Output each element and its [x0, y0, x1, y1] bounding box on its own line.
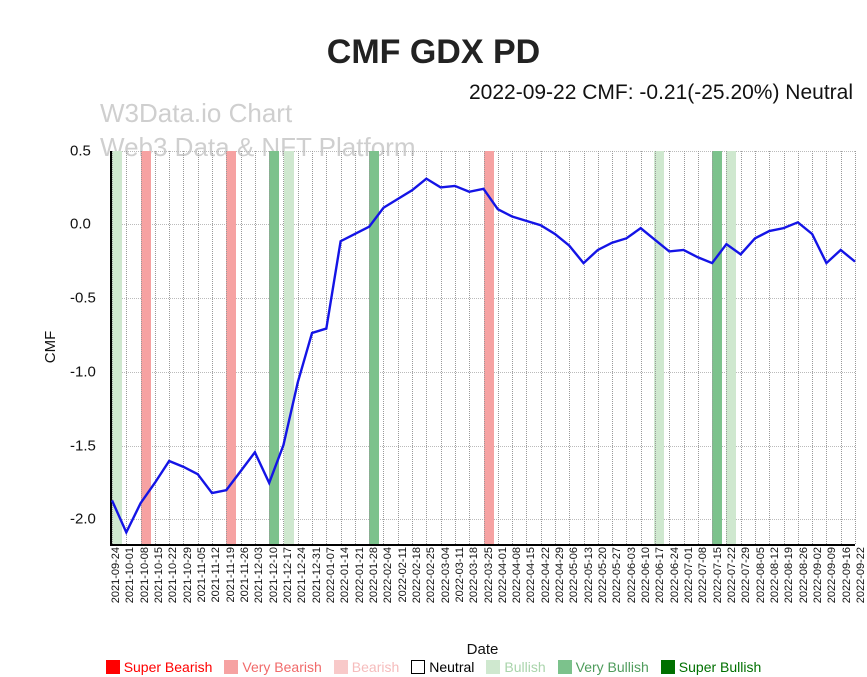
- x-tick-2022-08-26: 2022-08-26: [798, 547, 810, 603]
- x-tick-2021-09-24: 2021-09-24: [110, 547, 122, 603]
- x-tick-2022-09-16: 2022-09-16: [841, 547, 853, 603]
- x-tick-2021-12-10: 2021-12-10: [268, 547, 280, 603]
- y-tick-3: -1.0: [70, 363, 96, 380]
- x-tick-2021-11-05: 2021-11-05: [196, 547, 208, 602]
- x-tick-2022-08-12: 2022-08-12: [769, 547, 781, 603]
- x-tick-2022-09-02: 2022-09-02: [812, 547, 824, 603]
- legend-item-super-bearish: Super Bearish: [106, 659, 213, 675]
- plot-area: 0.5 0.0 -0.5 -1.0 -1.5 -2.0 CMF: [110, 151, 855, 546]
- legend-label-bullish: Bullish: [504, 659, 545, 675]
- x-tick-2022-03-25: 2022-03-25: [483, 547, 495, 603]
- legend-swatch-super-bearish: [106, 660, 120, 674]
- x-tick-2022-06-24: 2022-06-24: [669, 547, 681, 603]
- x-tick-2022-08-05: 2022-08-05: [755, 547, 767, 603]
- legend-item-very-bullish: Very Bullish: [558, 659, 649, 675]
- legend-label-super-bearish: Super Bearish: [124, 659, 213, 675]
- legend-item-bearish: Bearish: [334, 659, 399, 675]
- x-tick-2021-12-03: 2021-12-03: [253, 547, 265, 603]
- x-axis-labels: 2021-09-24 2021-10-01 2021-10-08 2021-10-15…: [110, 547, 855, 642]
- legend-label-very-bullish: Very Bullish: [576, 659, 649, 675]
- x-tick-2022-03-04: 2022-03-04: [440, 547, 452, 603]
- y-tick-5: -2.0: [70, 511, 96, 528]
- gridline-2022-09-22: [855, 151, 856, 544]
- x-tick-2022-06-17: 2022-06-17: [654, 547, 666, 603]
- x-tick-2022-05-06: 2022-05-06: [568, 547, 580, 603]
- x-tick-2022-07-29: 2022-07-29: [740, 547, 752, 603]
- legend-label-very-bearish: Very Bearish: [242, 659, 321, 675]
- x-tick-2021-12-24: 2021-12-24: [296, 547, 308, 603]
- x-tick-2021-12-31: 2021-12-31: [311, 547, 323, 603]
- y-tick-0: 0.5: [70, 142, 91, 159]
- x-tick-2021-12-17: 2021-12-17: [282, 547, 294, 603]
- latest-value-annotation: 2022-09-22 CMF: -0.21(-25.20%) Neutral: [469, 81, 853, 105]
- x-tick-2022-02-25: 2022-02-25: [425, 547, 437, 603]
- x-tick-2022-09-09: 2022-09-09: [826, 547, 838, 603]
- x-tick-2021-11-12: 2021-11-12: [210, 547, 222, 602]
- x-tick-2022-06-10: 2022-06-10: [640, 547, 652, 603]
- x-tick-2022-05-27: 2022-05-27: [611, 547, 623, 603]
- x-tick-2022-04-22: 2022-04-22: [540, 547, 552, 603]
- y-tick-4: -1.5: [70, 437, 96, 454]
- x-tick-2021-10-01: 2021-10-01: [124, 547, 136, 603]
- x-tick-2022-07-22: 2022-07-22: [726, 547, 738, 603]
- y-tick-2: -0.5: [70, 290, 96, 307]
- x-tick-2022-05-20: 2022-05-20: [597, 547, 609, 603]
- x-tick-2022-01-07: 2022-01-07: [325, 547, 337, 603]
- cmf-line-series: [112, 151, 855, 544]
- x-tick-2021-10-22: 2021-10-22: [167, 547, 179, 603]
- x-tick-2022-08-19: 2022-08-19: [783, 547, 795, 603]
- legend-item-neutral: Neutral: [411, 659, 474, 675]
- x-tick-2022-04-08: 2022-04-08: [511, 547, 523, 603]
- legend-item-very-bearish: Very Bearish: [224, 659, 321, 675]
- legend-swatch-very-bearish: [224, 660, 238, 674]
- x-tick-2021-11-19: 2021-11-19: [225, 547, 237, 602]
- x-tick-2022-04-29: 2022-04-29: [554, 547, 566, 603]
- legend-label-neutral: Neutral: [429, 659, 474, 675]
- legend-swatch-very-bullish: [558, 660, 572, 674]
- legend-swatch-bullish: [486, 660, 500, 674]
- x-tick-2022-06-03: 2022-06-03: [626, 547, 638, 603]
- x-tick-2021-10-15: 2021-10-15: [153, 547, 165, 603]
- legend-item-super-bullish: Super Bullish: [661, 659, 762, 675]
- x-tick-2022-01-28: 2022-01-28: [368, 547, 380, 603]
- x-tick-2022-01-21: 2022-01-21: [354, 547, 366, 603]
- x-tick-2022-07-01: 2022-07-01: [683, 547, 695, 603]
- chart-title: CMF GDX PD: [0, 23, 867, 72]
- x-tick-2022-07-15: 2022-07-15: [712, 547, 724, 603]
- x-tick-2022-09-22: 2022-09-22: [855, 547, 867, 603]
- x-tick-2022-01-14: 2022-01-14: [339, 547, 351, 603]
- y-tick-1: 0.0: [70, 216, 91, 233]
- legend-swatch-neutral: [411, 660, 425, 674]
- x-tick-2021-10-29: 2021-10-29: [182, 547, 194, 603]
- chart-container: CMF GDX PD W3Data.io Chart Web3 Data & N…: [0, 23, 867, 669]
- x-tick-2021-11-26: 2021-11-26: [239, 547, 251, 602]
- legend-swatch-super-bullish: [661, 660, 675, 674]
- legend-item-bullish: Bullish: [486, 659, 545, 675]
- x-tick-2022-07-08: 2022-07-08: [697, 547, 709, 603]
- legend: Super Bearish Very Bearish Bearish Neutral B…: [0, 659, 867, 677]
- legend-swatch-bearish: [334, 660, 348, 674]
- x-tick-2021-10-08: 2021-10-08: [139, 547, 151, 603]
- x-tick-2022-05-13: 2022-05-13: [583, 547, 595, 603]
- x-tick-2022-02-04: 2022-02-04: [382, 547, 394, 603]
- x-tick-2022-02-11: 2022-02-11: [397, 547, 409, 602]
- legend-label-bearish: Bearish: [352, 659, 399, 675]
- x-tick-2022-04-15: 2022-04-15: [525, 547, 537, 603]
- x-tick-2022-03-18: 2022-03-18: [468, 547, 480, 603]
- y-axis-title: CMF: [42, 331, 59, 364]
- x-tick-2022-03-11: 2022-03-11: [454, 547, 466, 602]
- x-tick-2022-04-01: 2022-04-01: [497, 547, 509, 603]
- x-axis-title: Date: [110, 641, 855, 658]
- legend-label-super-bullish: Super Bullish: [679, 659, 762, 675]
- x-tick-2022-02-18: 2022-02-18: [411, 547, 423, 603]
